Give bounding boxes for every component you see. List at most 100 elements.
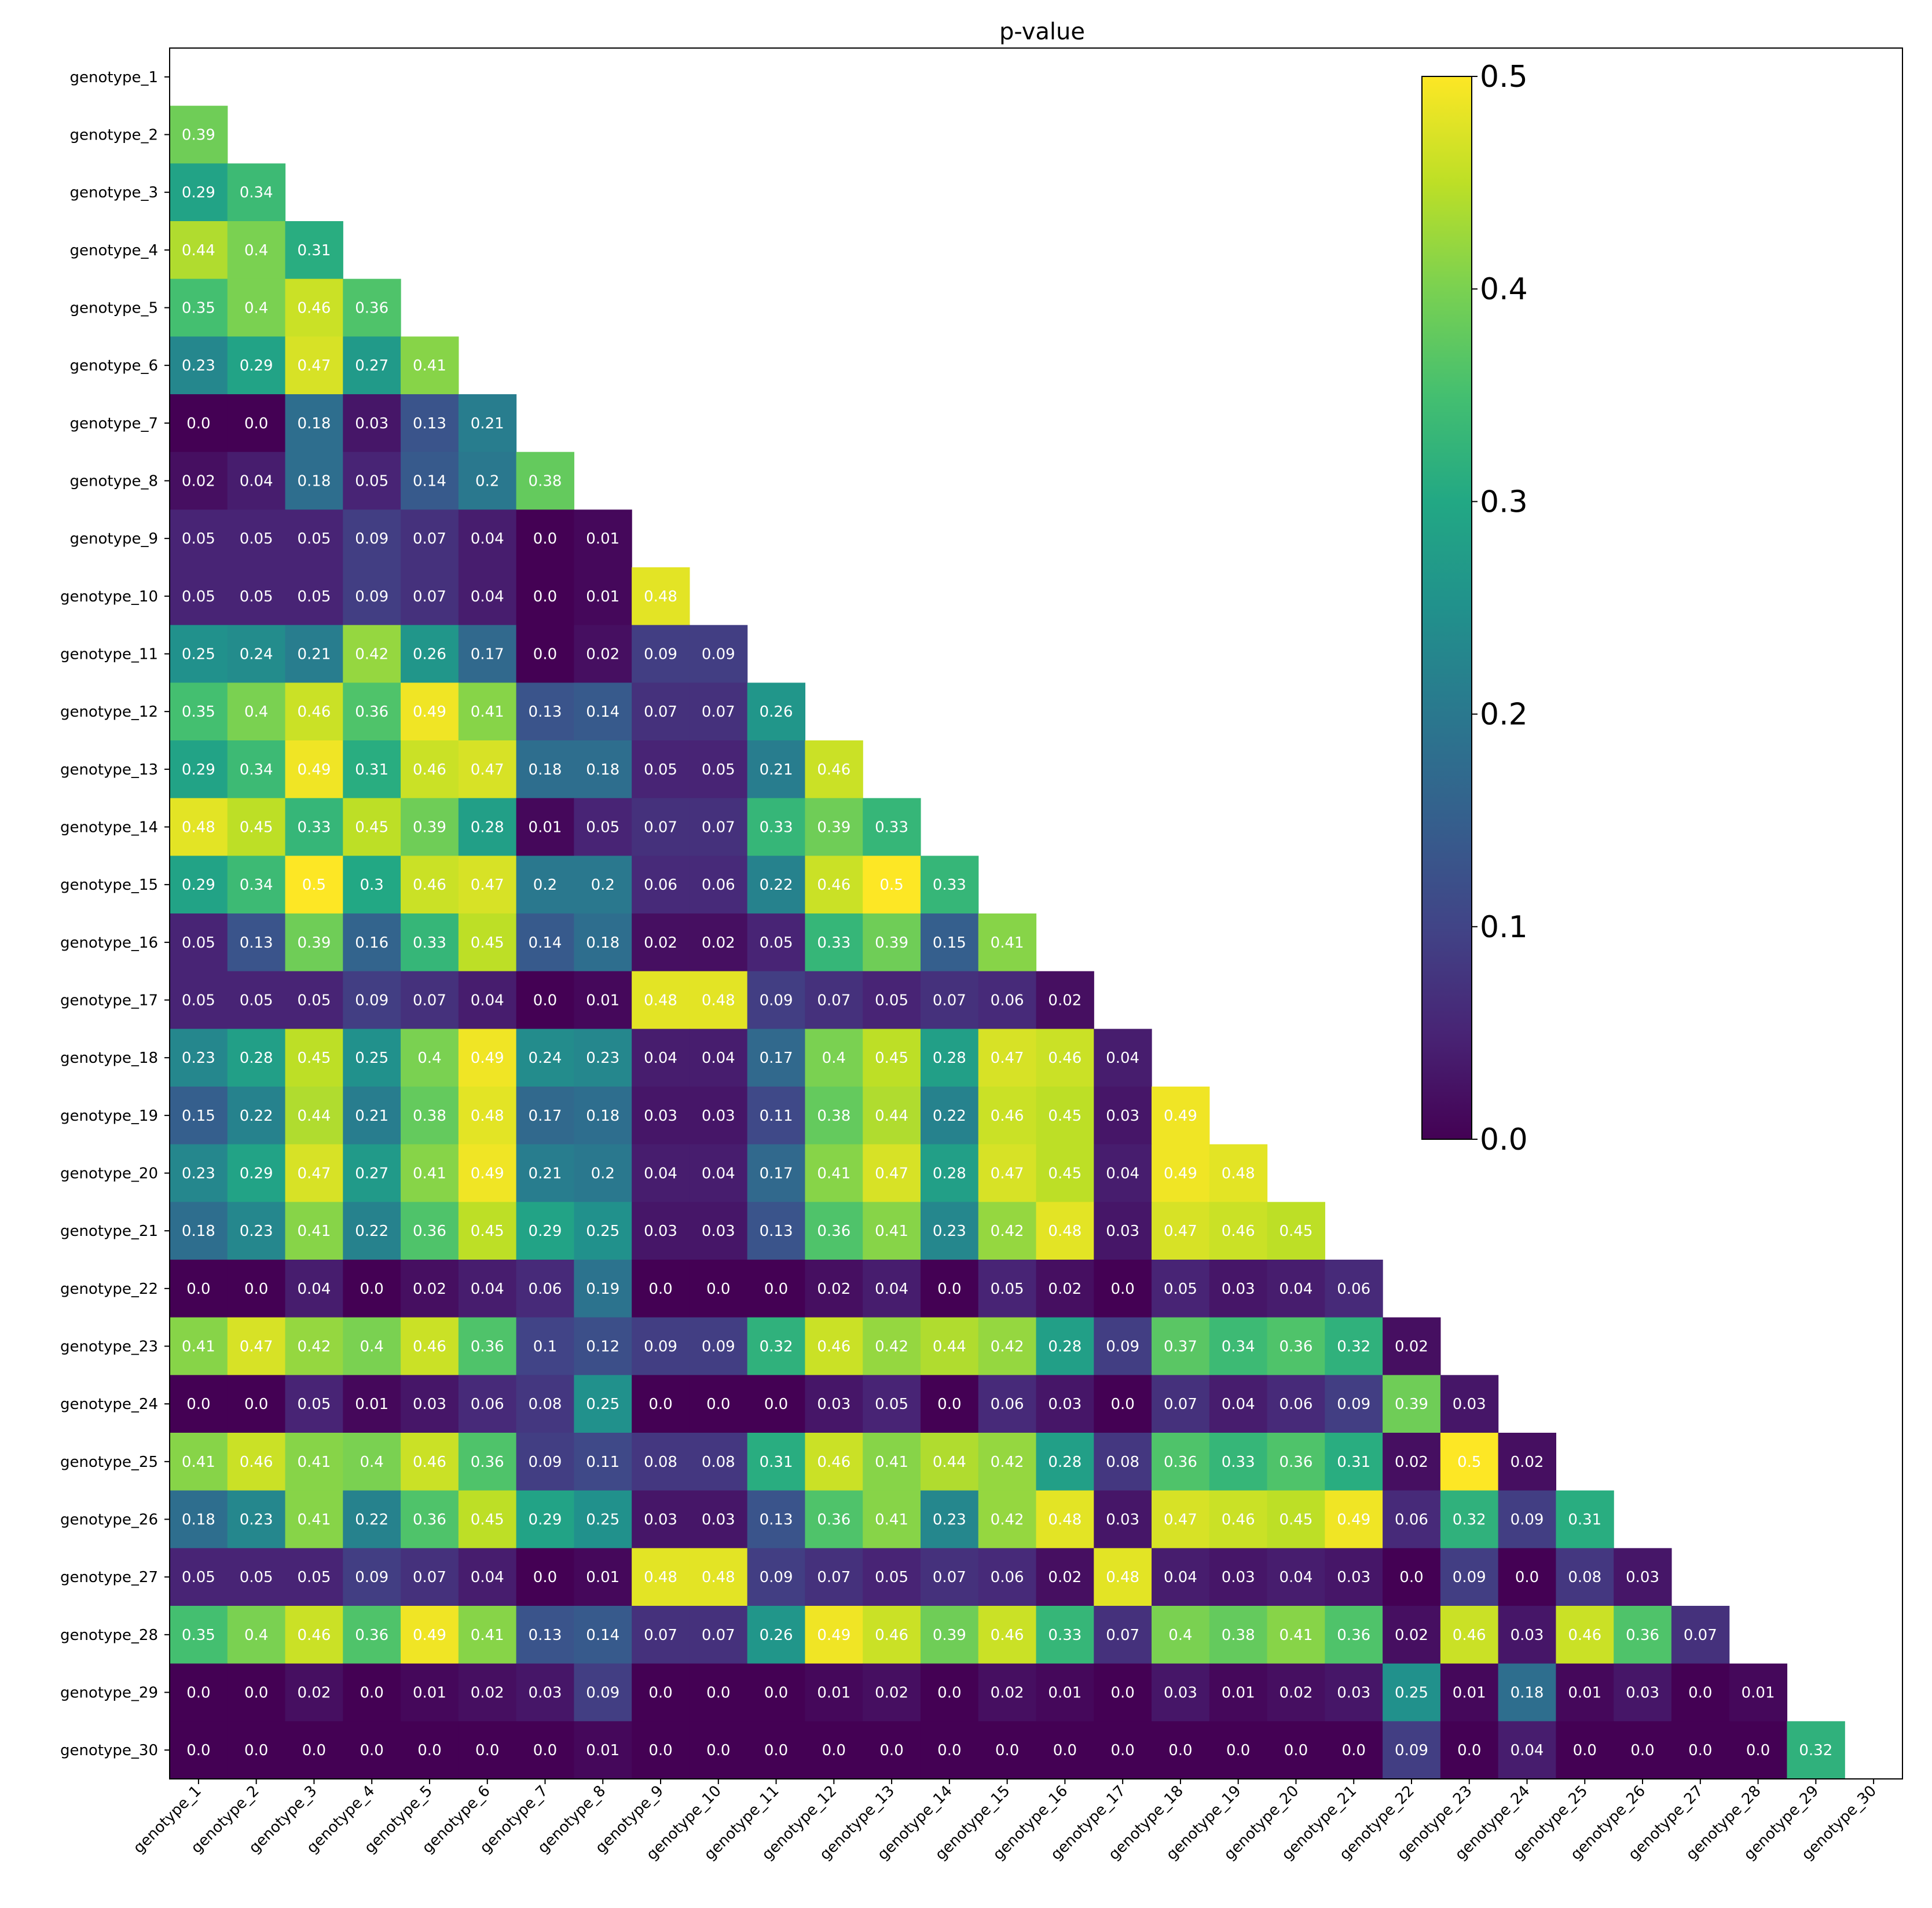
heatmap-cell-genotype_17-genotype_3 [285,971,343,1029]
heatmap-cell-value: 0.03 [1106,1223,1139,1240]
heatmap-cell-value: 0.47 [471,876,504,894]
heatmap-cell-genotype_20-genotype_15 [978,1144,1037,1202]
heatmap-cell-genotype_29-genotype_7 [516,1663,574,1722]
heatmap-cell-genotype_25-genotype_5 [401,1433,459,1491]
heatmap-cell-genotype_29-genotype_20 [1267,1663,1325,1722]
heatmap-cell-value: 0.0 [1515,1569,1539,1586]
y-tick-label: genotype_28 [60,1627,158,1644]
heatmap-cell-genotype_12-genotype_8 [574,683,632,741]
heatmap-cell-value: 0.45 [240,819,273,836]
heatmap-cell-value: 0.0 [360,1742,384,1759]
heatmap-cell-value: 0.01 [586,1742,619,1759]
heatmap-cell-genotype_16-genotype_9 [632,913,690,972]
heatmap-cell-genotype_24-genotype_2 [227,1375,286,1433]
heatmap-cell-genotype_29-genotype_14 [920,1663,979,1722]
heatmap-cell-value: 0.09 [529,1454,562,1471]
heatmap-cell-genotype_24-genotype_17 [1094,1375,1152,1433]
heatmap-cell-value: 0.09 [355,1569,388,1586]
heatmap-cell-genotype_25-genotype_12 [805,1433,863,1491]
heatmap-cell-value: 0.29 [240,1165,273,1183]
heatmap-cell-genotype_16-genotype_5 [401,913,459,972]
heatmap-cell-value: 0.2 [591,1165,615,1183]
heatmap-cell-genotype_11-genotype_5 [401,625,459,683]
heatmap-cell-value: 0.29 [240,357,273,375]
y-tick-label: genotype_10 [60,588,158,606]
heatmap-cell-genotype_26-genotype_20 [1267,1490,1325,1549]
heatmap-cell-genotype_26-genotype_17 [1094,1490,1152,1549]
heatmap-cell-genotype_14-genotype_13 [863,798,921,856]
heatmap-cell-genotype_22-genotype_19 [1209,1260,1268,1318]
heatmap-cell-genotype_23-genotype_21 [1325,1317,1383,1375]
heatmap-cell-genotype_16-genotype_14 [920,913,979,972]
heatmap-cell-value: 0.48 [471,1107,504,1125]
heatmap-cell-value: 0.09 [702,1338,735,1356]
y-tick-label: genotype_30 [60,1742,158,1759]
heatmap-cell-value: 0.02 [644,934,677,952]
heatmap-cell-genotype_28-genotype_26 [1614,1606,1672,1664]
heatmap-cell-genotype_15-genotype_1 [170,856,228,914]
y-tick-label: genotype_6 [69,357,158,375]
heatmap-cell-value: 0.0 [937,1396,961,1413]
heatmap-cell-value: 0.07 [1106,1627,1139,1644]
heatmap-cell-value: 0.33 [760,819,793,836]
heatmap-cell-genotype_16-genotype_4 [343,913,401,972]
heatmap-cell-value: 0.0 [648,1742,672,1759]
heatmap-cell-value: 0.0 [533,1569,557,1586]
heatmap-cell-genotype_26-genotype_6 [458,1490,517,1549]
heatmap-cell-genotype_11-genotype_7 [516,625,574,683]
heatmap-cell-value: 0.05 [760,934,793,952]
heatmap-cell-value: 0.23 [182,357,215,375]
heatmap-cell-value: 0.44 [875,1107,908,1125]
heatmap-cell-genotype_14-genotype_3 [285,798,343,856]
heatmap-cell-value: 0.23 [933,1223,966,1240]
heatmap-cell-value: 0.04 [1222,1396,1255,1413]
heatmap-cell-genotype_15-genotype_14 [920,856,979,914]
heatmap-cell-value: 0.44 [297,1107,331,1125]
heatmap-cell-value: 0.42 [875,1338,908,1356]
heatmap-cell-value: 0.21 [760,761,793,779]
heatmap-cell-genotype_14-genotype_9 [632,798,690,856]
heatmap-cell-value: 0.07 [413,588,446,606]
colorbar-gradient [1421,76,1472,1140]
heatmap-cell-genotype_13-genotype_4 [343,740,401,799]
heatmap-cell-value: 0.48 [1048,1223,1082,1240]
heatmap-cell-genotype_19-genotype_16 [1036,1087,1094,1145]
heatmap-cell-value: 0.22 [355,1223,388,1240]
heatmap-cell-genotype_18-genotype_1 [170,1029,228,1087]
heatmap-cell-value: 0.4 [244,300,268,317]
heatmap-cell-genotype_15-genotype_3 [285,856,343,914]
heatmap-cell-value: 0.46 [297,703,331,721]
y-tick-label: genotype_11 [60,646,158,663]
heatmap-cell-genotype_30-genotype_9 [632,1721,690,1779]
heatmap-cell-value: 0.05 [991,1280,1024,1298]
heatmap-cell-genotype_27-genotype_16 [1036,1548,1094,1606]
heatmap-cell-genotype_30-genotype_12 [805,1721,863,1779]
heatmap-cell-genotype_6-genotype_5 [401,336,459,395]
heatmap-cell-genotype_19-genotype_5 [401,1087,459,1145]
heatmap-cell-genotype_26-genotype_16 [1036,1490,1094,1549]
heatmap-cell-value: 0.14 [586,1627,619,1644]
heatmap-cell-genotype_24-genotype_13 [863,1375,921,1433]
heatmap-cell-value: 0.33 [817,934,850,952]
heatmap-cell-genotype_21-genotype_10 [689,1202,748,1260]
heatmap-cell-value: 0.34 [240,184,273,201]
heatmap-cell-genotype_18-genotype_12 [805,1029,863,1087]
heatmap-cell-value: 0.1 [533,1338,557,1356]
heatmap-cell-genotype_24-genotype_7 [516,1375,574,1433]
heatmap-cell-value: 0.04 [471,992,504,1010]
heatmap-cell-value: 0.0 [1053,1742,1077,1759]
heatmap-cell-genotype_28-genotype_25 [1556,1606,1614,1664]
heatmap-cell-value: 0.12 [586,1338,619,1356]
heatmap-cell-value: 0.14 [529,934,562,952]
y-tick-label: genotype_9 [69,530,158,548]
heatmap-cell-genotype_11-genotype_3 [285,625,343,683]
heatmap-cell-value: 0.46 [297,300,331,317]
heatmap-cell-value: 0.28 [933,1050,966,1067]
heatmap-cell-value: 0.0 [937,1280,961,1298]
heatmap-cell-value: 0.01 [355,1396,388,1413]
heatmap-cell-value: 0.0 [879,1742,903,1759]
heatmap-cell-genotype_26-genotype_22 [1383,1490,1441,1549]
heatmap-cell-value: 0.02 [586,646,619,663]
heatmap-cell-value: 0.32 [1337,1338,1370,1356]
heatmap-cell-value: 0.45 [471,1511,504,1529]
